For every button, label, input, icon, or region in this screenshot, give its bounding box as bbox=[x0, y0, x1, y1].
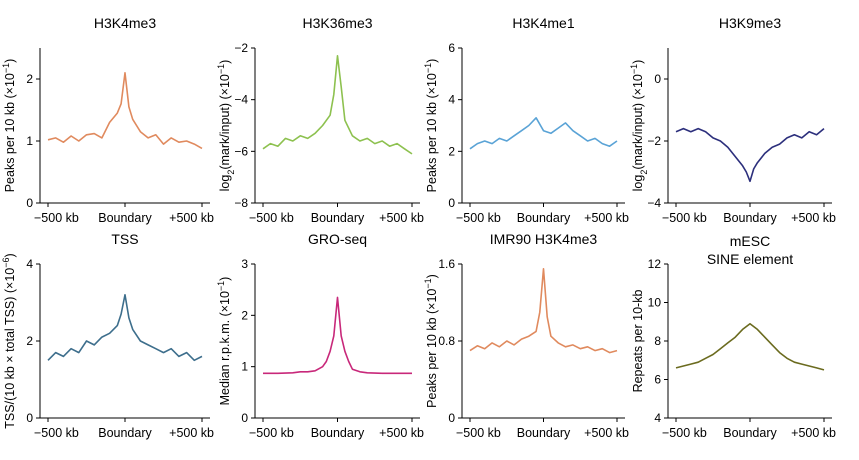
y-axis-label: log2(mark/input) (×10−1) bbox=[629, 60, 649, 192]
y-tick-label: 3 bbox=[241, 257, 248, 271]
x-tick-label: −500 kb bbox=[456, 426, 501, 440]
chart-title: mESC bbox=[730, 233, 770, 249]
x-tick-label: −500 kb bbox=[662, 426, 707, 440]
y-tick-label: −6 bbox=[234, 144, 248, 158]
y-tick-label: 1 bbox=[26, 134, 33, 148]
y-tick-label: 6 bbox=[654, 373, 661, 387]
x-tick-label: −500 kb bbox=[662, 211, 707, 225]
series-line bbox=[469, 268, 618, 354]
y-tick-label: −8 bbox=[234, 196, 248, 210]
y-tick-label: 1.6 bbox=[438, 257, 455, 271]
y-tick-label: 4 bbox=[448, 93, 455, 107]
y-axis-label: TSS/(10 kb × total TSS) (×10−6) bbox=[1, 253, 17, 428]
chart-title: TSS bbox=[111, 231, 138, 247]
x-tick-label: +500 kb bbox=[791, 211, 836, 225]
x-tick-label: +500 kb bbox=[169, 426, 214, 440]
y-axis-label: Repeats per 10-kb bbox=[631, 290, 645, 393]
series-line bbox=[263, 296, 412, 375]
chart-subtitle: SINE element bbox=[707, 251, 793, 267]
y-tick-label: 0 bbox=[26, 196, 33, 210]
x-tick-label: −500 kb bbox=[34, 426, 79, 440]
chart-panel-5: 0 2 4 −500 kb Boundary +500 kb TSS TSS/(10 kb ×… bbox=[1, 231, 214, 440]
y-tick-label: −2 bbox=[647, 134, 661, 148]
chart-title: H3K4me3 bbox=[94, 15, 156, 31]
y-tick-label: 8 bbox=[654, 334, 661, 348]
chart-panel-1: 0 1 2 −500 kb Boundary +500 kb H3K4me3 Peaks pe… bbox=[1, 15, 214, 225]
chart-title: IMR90 H3K4me3 bbox=[490, 231, 598, 247]
y-axis-label: Peaks per 10 kb (×10−1) bbox=[1, 59, 17, 193]
y-tick-label: 0 bbox=[448, 196, 455, 210]
x-tick-label: −500 kb bbox=[456, 211, 501, 225]
series-line bbox=[469, 117, 618, 150]
chart-panel-3: 0 2 4 6 −500 kb Boundary +500 kb H3K4me1 Peaks p… bbox=[423, 15, 629, 225]
x-tick-label: +500 kb bbox=[791, 426, 836, 440]
chart-title: H3K4me1 bbox=[512, 15, 574, 31]
x-tick-label: +500 kb bbox=[584, 426, 629, 440]
y-tick-label: −4 bbox=[647, 196, 661, 210]
x-tick-label: Boundary bbox=[517, 426, 571, 440]
x-tick-label: +500 kb bbox=[379, 426, 424, 440]
y-axis-label: Peaks per 10 kb (×10−1) bbox=[423, 59, 439, 193]
y-tick-label: 0.8 bbox=[438, 334, 455, 348]
y-tick-label: 2 bbox=[26, 72, 33, 86]
chart-panel-6: 0 1 2 3 −500 kb Boundary +500 kb GRO-seq Median … bbox=[216, 231, 424, 440]
y-tick-label: 1 bbox=[241, 360, 248, 374]
y-tick-label: 10 bbox=[648, 296, 662, 310]
y-tick-label: 2 bbox=[448, 144, 455, 158]
x-tick-label: Boundary bbox=[311, 211, 365, 225]
y-tick-label: −4 bbox=[234, 93, 248, 107]
x-tick-label: +500 kb bbox=[379, 211, 424, 225]
x-tick-label: −500 kb bbox=[249, 211, 294, 225]
chart-panel-2: −8 −6 −4 −2 −500 kb Boundary +500 kb H3K36me3 lo… bbox=[216, 15, 424, 225]
y-tick-label: 0 bbox=[654, 72, 661, 86]
x-tick-label: Boundary bbox=[311, 426, 365, 440]
y-tick-label: 0 bbox=[241, 411, 248, 425]
y-tick-label: 0 bbox=[448, 411, 455, 425]
x-tick-label: Boundary bbox=[98, 426, 152, 440]
x-tick-label: +500 kb bbox=[169, 211, 214, 225]
x-tick-label: Boundary bbox=[98, 211, 152, 225]
y-tick-label: 4 bbox=[654, 411, 661, 425]
y-tick-label: 4 bbox=[26, 257, 33, 271]
series-line bbox=[675, 322, 825, 371]
y-tick-label: 0 bbox=[26, 411, 33, 425]
y-axis-label: Median r.p.k.m. (×10−1) bbox=[216, 277, 232, 406]
x-tick-label: Boundary bbox=[723, 426, 777, 440]
x-tick-label: Boundary bbox=[517, 211, 571, 225]
series-line bbox=[47, 72, 203, 150]
series-line bbox=[675, 127, 825, 183]
y-tick-label: 2 bbox=[241, 308, 248, 322]
chart-panel-4: −4 −2 0 −500 kb Boundary +500 kb H3K9me3 log2(m… bbox=[629, 15, 836, 225]
x-tick-label: −500 kb bbox=[34, 211, 79, 225]
x-tick-label: Boundary bbox=[723, 211, 777, 225]
x-tick-label: +500 kb bbox=[584, 211, 629, 225]
chart-title: H3K9me3 bbox=[719, 15, 781, 31]
x-tick-label: −500 kb bbox=[249, 426, 294, 440]
chart-title: GRO-seq bbox=[308, 231, 367, 247]
chart-title: H3K36me3 bbox=[302, 15, 372, 31]
y-tick-label: −2 bbox=[234, 41, 248, 55]
chart-panel-7: 0 0.8 1.6 −500 kb Boundary +500 kb IMR90 H3K4m… bbox=[423, 231, 629, 440]
series-line bbox=[47, 294, 203, 362]
series-line bbox=[262, 55, 413, 155]
y-axis-label: log2(mark/input) (×10−1) bbox=[216, 60, 236, 192]
y-tick-label: 12 bbox=[648, 257, 662, 271]
y-tick-label: 6 bbox=[448, 41, 455, 55]
y-tick-label: 2 bbox=[26, 334, 33, 348]
y-axis-label: Peaks per 10 kb (×10−1) bbox=[423, 274, 439, 408]
chart-panel-8: 4 6 8 10 12 −500 kb Boundary +500 kb mESC SINE el… bbox=[631, 233, 836, 440]
